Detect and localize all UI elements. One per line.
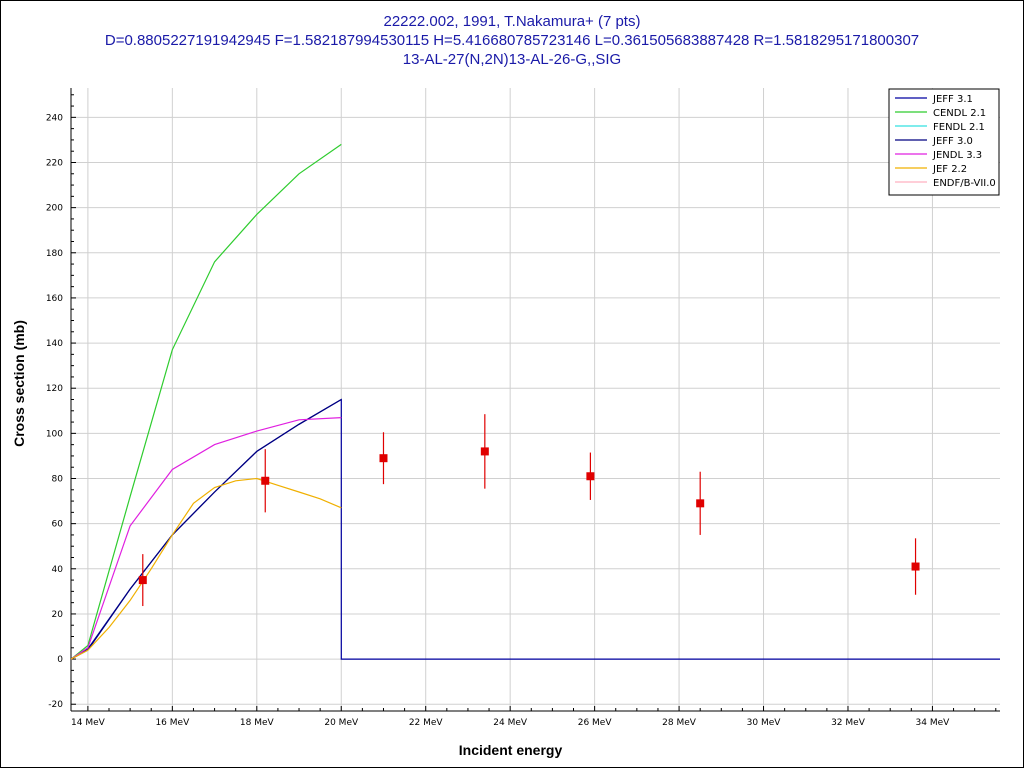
plot-area: [71, 88, 1000, 711]
y-tick-label: -20: [48, 700, 63, 710]
legend-label: JEFF 3.1: [932, 94, 973, 105]
legend-label: ENDF/B-VII.0: [933, 178, 996, 189]
y-tick-label: 100: [46, 429, 63, 439]
series-line-jeff-3-0: [71, 398, 342, 660]
data-point: [586, 472, 595, 481]
x-tick-label: 22 MeV: [409, 718, 444, 728]
title-line-reaction: 13-AL-27(N,2N)13-AL-26-G,,SIG: [402, 51, 622, 68]
y-tick-label: 140: [46, 339, 63, 349]
x-tick-label: 24 MeV: [493, 718, 528, 728]
legend-label: CENDL 2.1: [933, 108, 986, 119]
y-tick-label: 20: [52, 610, 64, 620]
y-tick-label: 160: [46, 294, 63, 304]
legend-label: JEF 2.2: [932, 164, 967, 175]
y-tick-label: 240: [46, 113, 63, 123]
x-tick-label: 14 MeV: [71, 718, 106, 728]
x-tick-label: 20 MeV: [324, 718, 359, 728]
x-tick-label: 34 MeV: [916, 718, 951, 728]
legend-label: FENDL 2.1: [933, 122, 985, 133]
y-tick-label: 60: [52, 520, 64, 530]
y-tick-label: 180: [46, 249, 63, 259]
chart-title: 22222.002, 1991, T.Nakamura+ (7 pts) D=0…: [0, 12, 1024, 69]
x-axis-title: Incident energy: [459, 742, 563, 758]
data-point: [261, 476, 270, 485]
title-line-dataset: 22222.002, 1991, T.Nakamura+ (7 pts): [383, 13, 641, 30]
x-tick-label: 30 MeV: [747, 718, 782, 728]
x-tick-label: 32 MeV: [831, 718, 866, 728]
legend-label: JEFF 3.0: [932, 136, 973, 147]
series-line-cendl-2-1: [71, 143, 342, 660]
x-tick-label: 18 MeV: [240, 718, 275, 728]
y-axis-title: Cross section (mb): [11, 320, 27, 447]
title-line-parameters: D=0.8805227191942945 F=1.582187994530115…: [104, 32, 920, 49]
y-tick-label: 80: [52, 475, 64, 485]
y-tick-label: 40: [52, 565, 64, 575]
series-group: [71, 143, 1000, 660]
legend-label: JENDL 3.3: [932, 150, 982, 161]
data-point: [911, 562, 920, 571]
x-tick-label: 16 MeV: [155, 718, 190, 728]
series-line-jef-2-2: [71, 477, 342, 660]
data-point: [138, 576, 147, 585]
x-tick-label: 28 MeV: [662, 718, 697, 728]
data-point: [480, 447, 489, 456]
y-tick-label: 0: [57, 655, 63, 665]
data-point: [696, 499, 705, 508]
series-line-jendl-3-3: [71, 417, 342, 660]
y-tick-label: 220: [46, 158, 63, 168]
data-point: [379, 454, 388, 463]
y-tick-label: 120: [46, 384, 63, 394]
legend-box: [888, 88, 1000, 196]
y-tick-label: 200: [46, 204, 63, 214]
x-tick-label: 26 MeV: [578, 718, 613, 728]
